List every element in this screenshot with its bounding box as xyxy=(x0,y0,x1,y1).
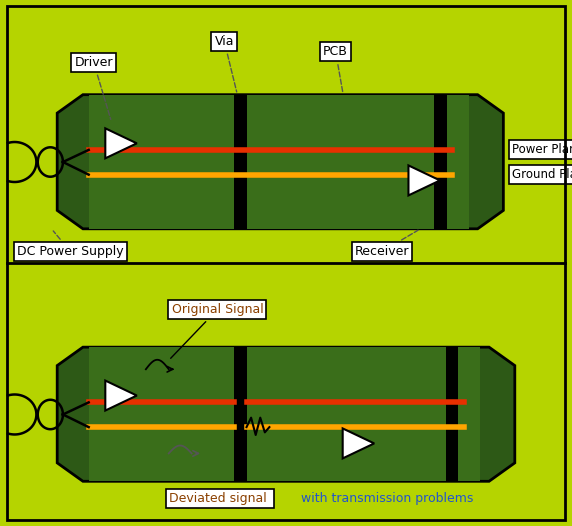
Text: DC Power Supply: DC Power Supply xyxy=(17,231,124,258)
Text: Deviated signal: Deviated signal xyxy=(169,492,271,505)
Bar xyxy=(434,95,447,229)
Polygon shape xyxy=(105,128,137,158)
Text: with transmission problems: with transmission problems xyxy=(301,492,474,505)
Polygon shape xyxy=(57,95,503,229)
Bar xyxy=(446,347,458,481)
Text: PCB: PCB xyxy=(323,45,348,92)
Text: Driver: Driver xyxy=(74,56,113,119)
Text: Power Plane: Power Plane xyxy=(512,144,572,156)
Bar xyxy=(234,95,247,229)
Bar xyxy=(89,347,480,481)
Text: Original Signal: Original Signal xyxy=(170,303,263,358)
Polygon shape xyxy=(105,381,137,410)
Text: Via: Via xyxy=(214,35,237,92)
Bar xyxy=(234,347,247,481)
Text: Ground Plane: Ground Plane xyxy=(512,168,572,181)
Polygon shape xyxy=(408,165,440,195)
Text: Receiver: Receiver xyxy=(355,230,418,258)
Polygon shape xyxy=(57,347,515,481)
Polygon shape xyxy=(343,428,374,458)
Bar xyxy=(89,95,469,229)
